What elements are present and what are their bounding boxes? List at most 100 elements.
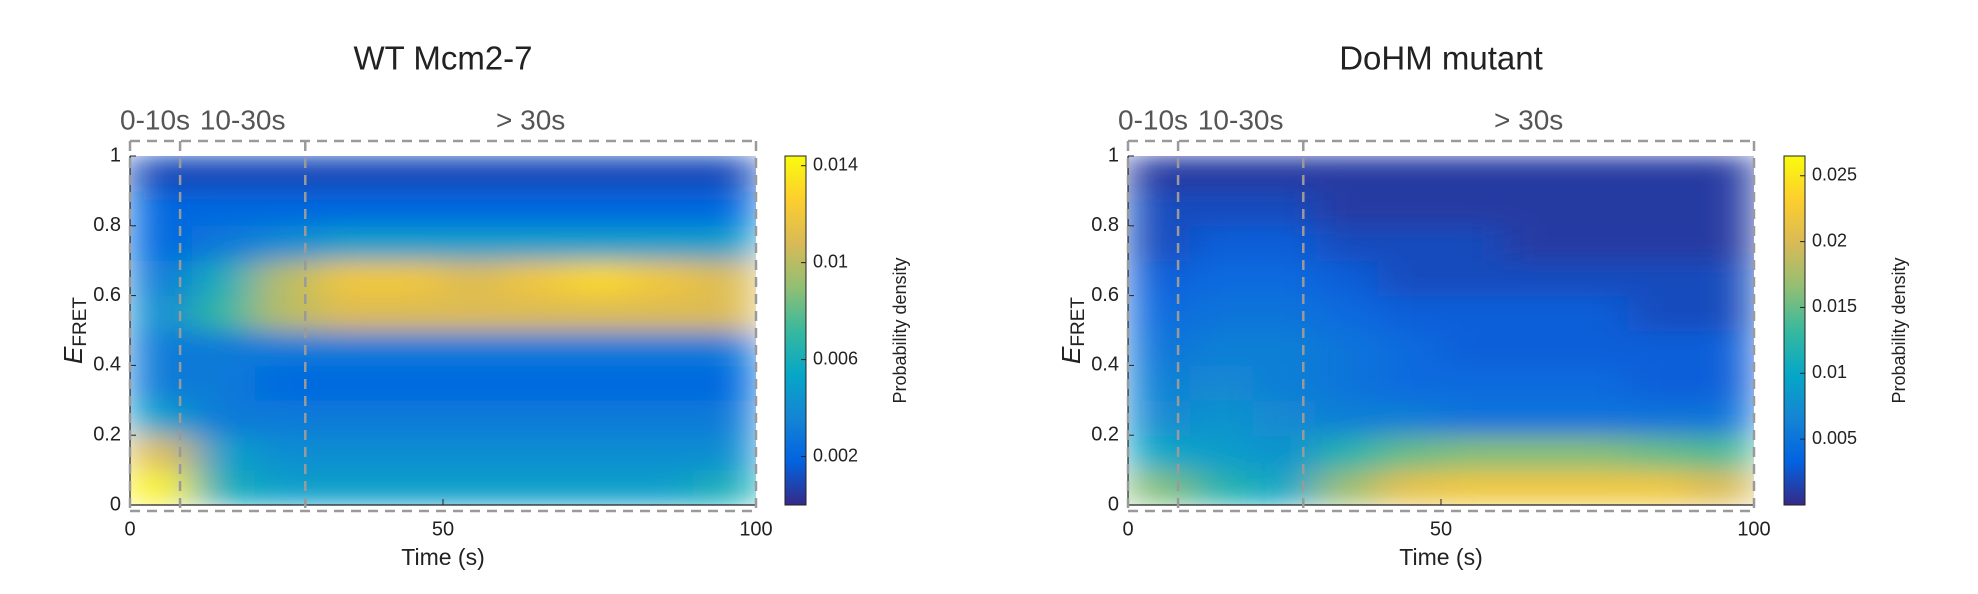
heatmap-cell xyxy=(254,469,319,505)
heatmap xyxy=(1128,156,1754,505)
x-axis-label: Time (s) xyxy=(1399,544,1482,570)
heatmap-cell xyxy=(1128,330,1192,366)
heatmap-cells xyxy=(1128,156,1754,505)
heatmap-cell xyxy=(192,364,256,401)
colorbar xyxy=(1783,155,1806,506)
heatmap xyxy=(130,156,756,505)
panel: WT Mcm2-7 0 50 100 0 0.2 0.4 0.6 0.8 1 Time (s) EFR… xyxy=(58,40,910,570)
heatmap-cell xyxy=(692,225,756,262)
heatmap-cell xyxy=(254,330,319,366)
x-axis-label: Time (s) xyxy=(401,544,484,570)
heatmap-cell xyxy=(630,225,694,262)
heatmap-cell xyxy=(1690,399,1754,436)
heatmap-cell xyxy=(692,260,756,297)
heatmap-cell xyxy=(1128,156,1192,192)
heatmap-cell xyxy=(1252,469,1317,505)
heatmap-cell xyxy=(1190,295,1254,331)
heatmap-cell xyxy=(567,190,632,227)
region-label: > 30s xyxy=(1494,104,1563,135)
heatmap-cell xyxy=(1440,225,1505,262)
heatmap-cell xyxy=(505,295,569,331)
heatmap-cell xyxy=(692,190,756,227)
heatmap-cell xyxy=(692,399,756,436)
heatmap-cell xyxy=(1377,364,1442,401)
x-tick-label: 100 xyxy=(1737,518,1770,540)
heatmap-cell xyxy=(1252,434,1317,471)
y-tick-label: 1 xyxy=(1108,144,1119,166)
heatmap-cell xyxy=(1628,225,1692,262)
heatmap-cell xyxy=(1190,364,1254,401)
heatmap-cell xyxy=(1128,434,1192,471)
heatmap-cell xyxy=(379,260,444,297)
heatmap-cell xyxy=(130,260,194,297)
heatmap-cell xyxy=(630,295,694,331)
heatmap-cell xyxy=(317,225,381,262)
heatmap-cell xyxy=(130,225,194,262)
heatmap-cell xyxy=(254,225,319,262)
heatmap-cell xyxy=(442,364,507,401)
y-tick-label: 0.8 xyxy=(1091,214,1119,236)
heatmap-cell xyxy=(1440,399,1505,436)
heatmap-cell xyxy=(630,469,694,505)
heatmap-cell xyxy=(1565,469,1630,505)
colorbar-tick-label: 0.014 xyxy=(813,154,858,174)
heatmap-cell xyxy=(379,469,444,505)
heatmap-cell xyxy=(192,156,256,192)
heatmap-cell xyxy=(254,260,319,297)
heatmap-cell xyxy=(1252,295,1317,331)
heatmap-cell xyxy=(1503,156,1567,192)
heatmap-cell xyxy=(192,330,256,366)
y-tick-label: 0.4 xyxy=(1091,354,1119,376)
heatmap-cell xyxy=(692,295,756,331)
heatmap-cell xyxy=(1440,295,1505,331)
heatmap-cell xyxy=(1190,434,1254,471)
heatmap-cell xyxy=(192,260,256,297)
heatmap-cell xyxy=(1377,295,1442,331)
heatmap-cell xyxy=(130,469,194,505)
heatmap-cell xyxy=(1440,190,1505,227)
x-tick-label: 50 xyxy=(1430,518,1452,540)
heatmap-cell xyxy=(692,330,756,366)
heatmap-cell xyxy=(1128,295,1192,331)
heatmap-cell xyxy=(1690,434,1754,471)
heatmap-cell xyxy=(317,399,381,436)
heatmap-cell xyxy=(317,330,381,366)
heatmap-cell xyxy=(1628,190,1692,227)
heatmap-cell xyxy=(1252,330,1317,366)
heatmap-cell xyxy=(1190,190,1254,227)
region-label: 10-30s xyxy=(1198,104,1284,135)
heatmap-cell xyxy=(1690,190,1754,227)
heatmap-cell xyxy=(1503,434,1567,471)
heatmap-cell xyxy=(630,399,694,436)
heatmap-cell xyxy=(442,260,507,297)
heatmap-cell xyxy=(379,225,444,262)
y-tick-label: 0.8 xyxy=(93,214,121,236)
heatmap-cell xyxy=(192,399,256,436)
heatmap-cell xyxy=(505,190,569,227)
colorbar-tick-label: 0.01 xyxy=(813,251,848,271)
heatmap-cell xyxy=(317,190,381,227)
heatmap-cell xyxy=(1503,225,1567,262)
heatmap-cell xyxy=(692,364,756,401)
heatmap-cell xyxy=(567,260,632,297)
heatmap-cell xyxy=(1440,260,1505,297)
heatmap-cell xyxy=(1128,469,1192,505)
heatmap-cell xyxy=(1690,330,1754,366)
heatmap-cell xyxy=(1377,469,1442,505)
heatmap-cell xyxy=(1315,364,1379,401)
heatmap-cell xyxy=(254,190,319,227)
heatmap-cell xyxy=(1190,330,1254,366)
heatmap-cell xyxy=(317,469,381,505)
heatmap-cell xyxy=(692,469,756,505)
heatmap-cell xyxy=(254,156,319,192)
heatmap-cell xyxy=(1565,295,1630,331)
heatmap-cell xyxy=(192,225,256,262)
heatmap-cell xyxy=(1503,330,1567,366)
heatmap-cell xyxy=(1628,156,1692,192)
chart-title: DoHM mutant xyxy=(1339,40,1543,77)
heatmap-cell xyxy=(1565,399,1630,436)
heatmap-cell xyxy=(317,156,381,192)
heatmap-cell xyxy=(630,330,694,366)
heatmap-cell xyxy=(1503,469,1567,505)
